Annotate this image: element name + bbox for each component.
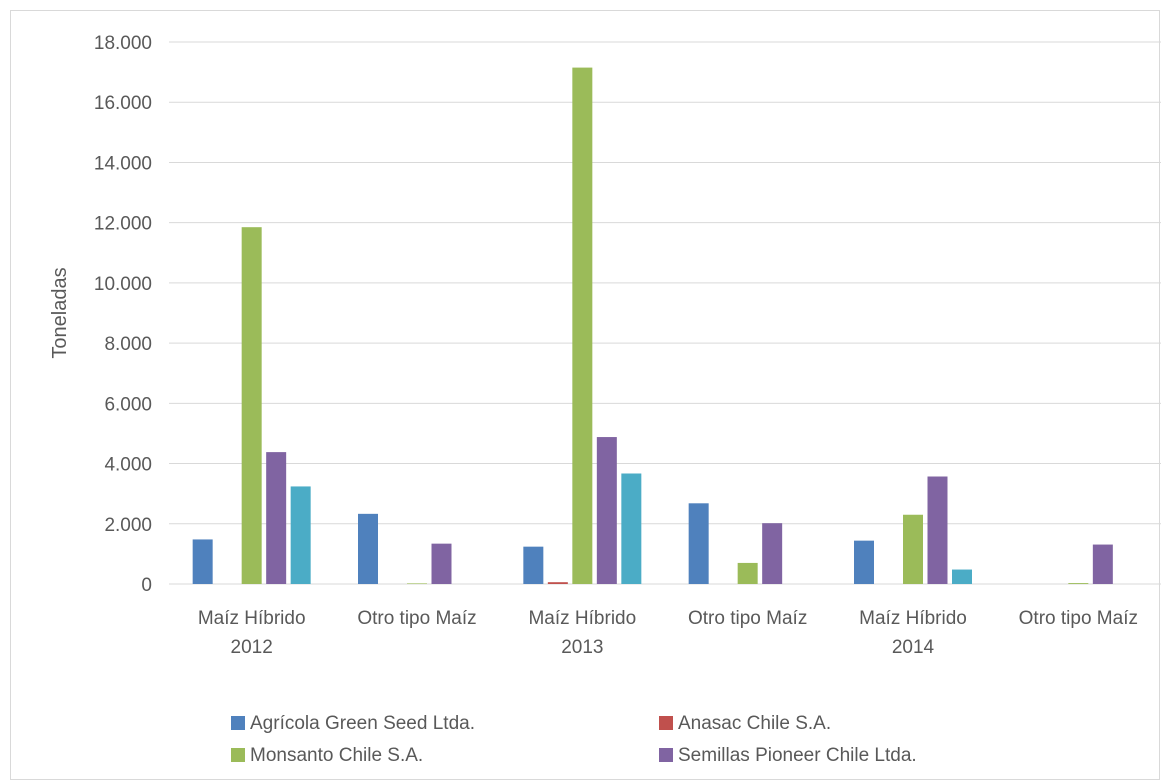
- bar: [854, 540, 874, 584]
- bar: [688, 503, 709, 584]
- y-tick-label: 2.000: [104, 515, 152, 536]
- x-tick-label: 2014: [892, 637, 935, 658]
- bar: [547, 582, 568, 584]
- x-tick-label: Maíz Híbrido: [859, 608, 967, 629]
- y-tick-label: 6.000: [104, 394, 152, 415]
- bar: [621, 473, 642, 584]
- y-tick-label: 14.000: [94, 153, 152, 174]
- bar: [358, 513, 378, 584]
- legend-swatch: [659, 748, 673, 762]
- bar: [266, 452, 287, 584]
- y-tick-label: 10.000: [94, 274, 152, 295]
- y-tick-label: 18.000: [94, 33, 152, 54]
- legend-label: Agrícola Green Seed Ltda.: [250, 713, 475, 734]
- legend-swatch: [659, 716, 673, 730]
- y-tick-label: 8.000: [104, 334, 152, 355]
- bar: [192, 539, 213, 584]
- bar: [952, 569, 972, 584]
- bar: [241, 227, 262, 584]
- x-tick-label: 2012: [231, 637, 273, 658]
- legend-label: Monsanto Chile S.A.: [250, 745, 423, 766]
- y-tick-label: 4.000: [104, 455, 152, 476]
- y-axis-title: Toneladas: [49, 267, 71, 358]
- bar: [596, 437, 617, 584]
- bar: [431, 543, 452, 584]
- bar: [737, 562, 758, 584]
- x-tick-label: Otro tipo Maíz: [688, 608, 807, 629]
- y-tick-label: 12.000: [94, 214, 152, 235]
- legend-swatch: [231, 748, 245, 762]
- bar: [762, 523, 783, 584]
- bar: [572, 67, 593, 585]
- y-tick-label: 16.000: [94, 93, 152, 114]
- bar: [927, 476, 948, 584]
- legend-swatch: [231, 716, 245, 730]
- bar: [903, 514, 923, 584]
- bar: [1068, 583, 1089, 584]
- bar: [290, 486, 311, 584]
- x-tick-label: Otro tipo Maíz: [1019, 608, 1138, 629]
- x-tick-label: Maíz Híbrido: [198, 608, 306, 629]
- bar-chart: 0 2.000 4.000 6.000 8.000 10.000 12.000 14.000 1…: [49, 33, 1161, 766]
- legend-label: Semillas Pioneer Chile Ltda.: [678, 745, 917, 766]
- bar: [1092, 544, 1113, 584]
- y-tick-label: 0: [141, 575, 152, 596]
- bar: [407, 583, 427, 584]
- bar: [523, 546, 544, 584]
- x-tick-label: Maíz Híbrido: [528, 608, 636, 629]
- chart-frame: 0 2.000 4.000 6.000 8.000 10.000 12.000 14.000 1…: [10, 10, 1161, 780]
- x-tick-label: Otro tipo Maíz: [357, 608, 476, 629]
- x-tick-label: 2013: [561, 637, 603, 658]
- legend-label: Anasac Chile S.A.: [678, 713, 831, 734]
